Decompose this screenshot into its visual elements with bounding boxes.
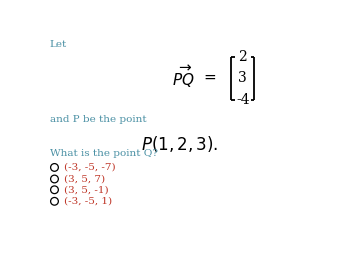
Text: (3, 5, -1): (3, 5, -1) xyxy=(64,185,109,194)
Text: -4: -4 xyxy=(236,93,250,107)
Text: What is the point Q?: What is the point Q? xyxy=(50,149,158,158)
Text: and P be the point: and P be the point xyxy=(50,115,147,124)
Text: 2: 2 xyxy=(238,49,247,64)
Text: 3: 3 xyxy=(238,71,247,85)
Text: Let: Let xyxy=(50,40,67,49)
Text: (-3, -5, -7): (-3, -5, -7) xyxy=(64,163,116,172)
Text: $\overrightarrow{\mathit{PQ}}$: $\overrightarrow{\mathit{PQ}}$ xyxy=(172,64,195,90)
Text: $\mathit{P}(1, 2, 3).$: $\mathit{P}(1, 2, 3).$ xyxy=(141,134,218,153)
Text: (-3, -5, 1): (-3, -5, 1) xyxy=(64,197,112,206)
Text: $=$: $=$ xyxy=(201,70,217,84)
Text: (3, 5, 7): (3, 5, 7) xyxy=(64,174,105,184)
